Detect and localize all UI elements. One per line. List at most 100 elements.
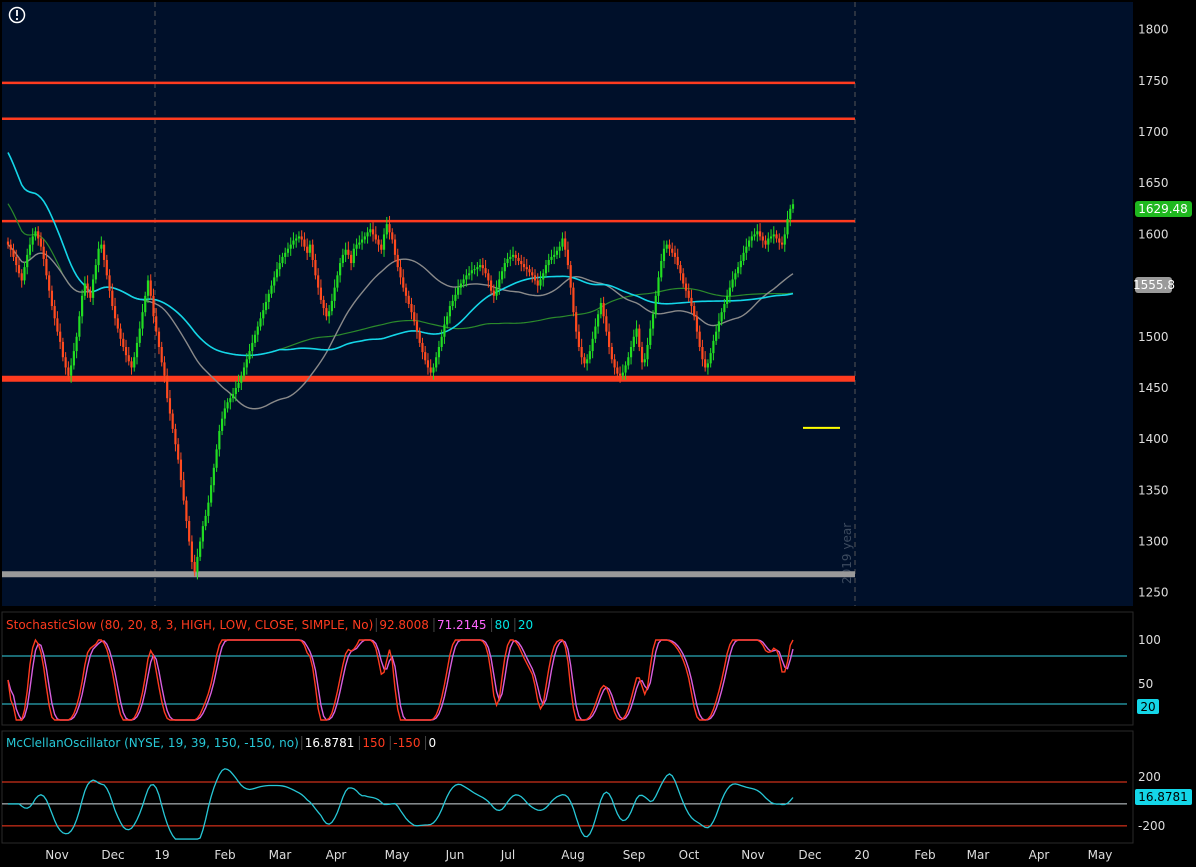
- candle-body[interactable]: [185, 500, 188, 522]
- candle-body[interactable]: [105, 259, 108, 276]
- candle-body[interactable]: [778, 238, 781, 243]
- candle-body[interactable]: [286, 248, 290, 253]
- candle-body[interactable]: [693, 306, 696, 317]
- candle-body[interactable]: [160, 346, 163, 363]
- candle-body[interactable]: [662, 248, 666, 262]
- candle-body[interactable]: [215, 449, 218, 468]
- candle-body[interactable]: [448, 306, 452, 317]
- candle-body[interactable]: [528, 269, 531, 273]
- candle-body[interactable]: [295, 238, 298, 241]
- candle-body[interactable]: [580, 346, 583, 358]
- candle-body[interactable]: [739, 261, 742, 268]
- candle-body[interactable]: [500, 271, 504, 280]
- candle-body[interactable]: [572, 287, 575, 313]
- candle-body[interactable]: [325, 308, 328, 317]
- candle-body[interactable]: [542, 273, 545, 280]
- candle-body[interactable]: [210, 485, 213, 503]
- candle-body[interactable]: [429, 367, 432, 373]
- candle-body[interactable]: [199, 541, 202, 557]
- candle-body[interactable]: [207, 502, 210, 516]
- candle-body[interactable]: [83, 283, 86, 296]
- candle-body[interactable]: [70, 365, 73, 376]
- candle-body[interactable]: [517, 257, 520, 262]
- candle-body[interactable]: [141, 312, 144, 329]
- candle-body[interactable]: [577, 331, 581, 347]
- candle-body[interactable]: [50, 290, 54, 307]
- candle-body[interactable]: [737, 267, 740, 274]
- candle-body[interactable]: [113, 306, 117, 319]
- candle-body[interactable]: [193, 561, 196, 573]
- candle-body[interactable]: [149, 280, 152, 296]
- candle-body[interactable]: [182, 480, 185, 501]
- candle-body[interactable]: [48, 275, 51, 291]
- candle-body[interactable]: [220, 418, 224, 431]
- candle-body[interactable]: [75, 336, 78, 352]
- candle-body[interactable]: [632, 336, 635, 347]
- candle-body[interactable]: [201, 526, 204, 542]
- candle-body[interactable]: [618, 373, 622, 376]
- candle-body[interactable]: [391, 232, 394, 240]
- candle-body[interactable]: [275, 269, 279, 278]
- candle-body[interactable]: [597, 314, 600, 327]
- candle-body[interactable]: [262, 310, 265, 319]
- candle-body[interactable]: [522, 264, 526, 268]
- candle-body[interactable]: [53, 306, 56, 319]
- candle-body[interactable]: [495, 287, 498, 296]
- candle-body[interactable]: [78, 316, 81, 337]
- candle-body[interactable]: [608, 331, 611, 347]
- candle-body[interactable]: [660, 261, 663, 278]
- candle-body[interactable]: [627, 357, 630, 366]
- candle-body[interactable]: [404, 287, 408, 296]
- candle-body[interactable]: [459, 283, 462, 288]
- candle-body[interactable]: [204, 515, 207, 527]
- candle-body[interactable]: [333, 287, 336, 301]
- candle-body[interactable]: [415, 321, 419, 332]
- candle-body[interactable]: [588, 351, 591, 360]
- candle-body[interactable]: [756, 231, 759, 235]
- candle-body[interactable]: [374, 234, 377, 240]
- candle-body[interactable]: [273, 277, 276, 286]
- candle-body[interactable]: [410, 304, 413, 313]
- candle-body[interactable]: [761, 236, 764, 241]
- candle-body[interactable]: [371, 229, 375, 235]
- candle-body[interactable]: [484, 268, 487, 274]
- candle-body[interactable]: [586, 359, 589, 364]
- candle-body[interactable]: [629, 346, 633, 358]
- candle-body[interactable]: [270, 285, 273, 294]
- candle-body[interactable]: [767, 238, 770, 245]
- candle-body[interactable]: [695, 316, 699, 332]
- candle-body[interactable]: [284, 252, 287, 257]
- candle-body[interactable]: [168, 398, 172, 414]
- candle-body[interactable]: [621, 372, 624, 376]
- candle-body[interactable]: [292, 240, 295, 245]
- candle-body[interactable]: [330, 300, 333, 312]
- candle-body[interactable]: [108, 275, 111, 291]
- candle-body[interactable]: [308, 244, 312, 253]
- candle-body[interactable]: [166, 375, 169, 399]
- candle-body[interactable]: [344, 249, 347, 255]
- candle-body[interactable]: [300, 236, 303, 240]
- candle-body[interactable]: [657, 277, 660, 296]
- candle-body[interactable]: [498, 279, 501, 288]
- candle-body[interactable]: [317, 275, 320, 288]
- candle-body[interactable]: [602, 302, 605, 317]
- candle-body[interactable]: [146, 280, 150, 296]
- candle-body[interactable]: [59, 331, 62, 342]
- candle-body[interactable]: [709, 353, 712, 364]
- candle-body[interactable]: [487, 273, 490, 281]
- candle-body[interactable]: [328, 311, 331, 317]
- candle-body[interactable]: [511, 254, 515, 257]
- candle-body[interactable]: [520, 261, 523, 265]
- candle-body[interactable]: [122, 338, 125, 347]
- candle-body[interactable]: [39, 238, 43, 247]
- candle-body[interactable]: [157, 331, 161, 347]
- candle-body[interactable]: [605, 316, 608, 332]
- candle-body[interactable]: [34, 231, 37, 237]
- candle-body[interactable]: [218, 430, 221, 450]
- candle-body[interactable]: [407, 295, 410, 304]
- candle-body[interactable]: [396, 254, 399, 268]
- candle-body[interactable]: [231, 394, 235, 399]
- candle-body[interactable]: [489, 280, 493, 291]
- candle-body[interactable]: [64, 357, 67, 368]
